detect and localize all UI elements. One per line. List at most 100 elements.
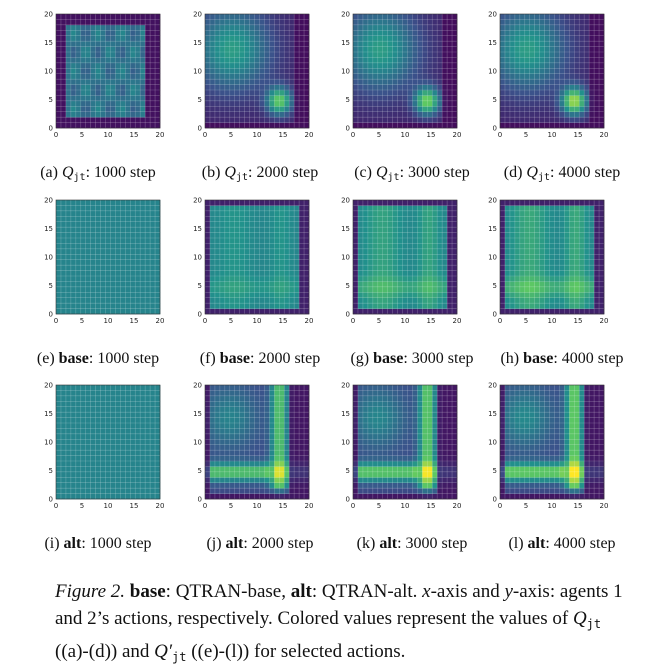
heatmap-cell [569,200,574,206]
y-tick-label: 20 [488,197,497,205]
heatmap-cell [407,123,412,129]
heatmap-cell [56,477,61,483]
step-count: 4000 step [562,350,624,367]
heatmap-cell [145,303,150,309]
heatmap-cell [304,456,309,462]
heatmap-cell [378,85,383,91]
y-tick-label: 0 [198,125,202,133]
heatmap-cell [545,52,550,58]
heatmap-cell [353,292,358,298]
heatmap-cell [550,106,555,112]
heatmap-cell [535,287,540,293]
heatmap-cell [205,254,210,260]
heatmap-cell [66,385,71,391]
heatmap-cell [150,216,155,222]
heatmap-cell [284,276,289,282]
heatmap-cell [289,123,294,129]
heatmap-cell [259,63,264,69]
heatmap-cell [530,233,535,239]
heatmap-cell [304,260,309,266]
heatmap-cell [383,243,388,249]
heatmap-cell [250,265,255,271]
heatmap-cell [574,30,579,36]
heatmap-cell [540,233,545,239]
heatmap-cell [393,101,398,107]
heatmap-cell [230,390,235,396]
heatmap-cell [412,260,417,266]
heatmap-cell [245,52,250,58]
heatmap-cell [259,445,264,451]
heatmap-cell [505,249,510,255]
heatmap-cell [545,101,550,107]
caption-separator: : [243,535,247,552]
heatmap-cell [245,401,250,407]
heatmap-cell [574,25,579,31]
subfigure-label: (a) [40,164,58,181]
heatmap-cell [259,423,264,429]
heatmap-cell [140,385,145,391]
heatmap-cell [500,52,505,58]
heatmap-cell [56,466,61,472]
heatmap-cell [422,79,427,85]
heatmap-cell [279,112,284,118]
heatmap-cell [388,287,393,293]
heatmap-cell [299,249,304,255]
heatmap-cell [155,52,160,58]
heatmap-cell [106,292,111,298]
heatmap-cell [225,90,230,96]
heatmap-cell [130,254,135,260]
heatmap-cell [554,249,559,255]
heatmap-cell [269,423,274,429]
heatmap-cell [373,200,378,206]
heatmap-cell [150,85,155,91]
step-count: 2000 step [256,164,318,181]
heatmap-cell [368,254,373,260]
heatmap-cell [250,271,255,277]
heatmap-cell [56,456,61,462]
heatmap-cell [155,265,160,271]
heatmap-cell [135,276,140,282]
heatmap-cell [220,57,225,63]
heatmap-cell [145,292,150,298]
heatmap-cell [106,260,111,266]
heatmap-cell [599,287,604,293]
heatmap-cell [101,477,106,483]
heatmap-cell [86,243,91,249]
heatmap-cell [245,287,250,293]
heatmap-cell [358,106,363,112]
heatmap-cell [427,222,432,228]
heatmap-cell [230,233,235,239]
heatmap-cell [235,401,240,407]
heatmap-cell [378,265,383,271]
heatmap-cell [554,112,559,118]
heatmap-cell [91,477,96,483]
heatmap-cell [220,423,225,429]
heatmap-cell [299,450,304,456]
heatmap-cell [559,249,564,255]
heatmap-cell [140,466,145,472]
heatmap-cell [230,123,235,129]
heatmap-cell [145,233,150,239]
heatmap-cell [76,390,81,396]
heatmap-cell [91,401,96,407]
heatmap-cell [579,74,584,80]
heatmap-cell [388,260,393,266]
heatmap-cell [599,249,604,255]
heatmap-cell [368,79,373,85]
heatmap-cell [220,112,225,118]
heatmap-cell [269,265,274,271]
heatmap-cell [373,117,378,123]
heatmap-cell [269,428,274,434]
heatmap-cell [101,216,106,222]
heatmap-cell [230,445,235,451]
heatmap-cell [594,211,599,217]
heatmap-cell [412,216,417,222]
heatmap-cell [388,52,393,58]
heatmap-cell [353,101,358,107]
heatmap-cell [125,401,130,407]
heatmap-cell [120,85,125,91]
heatmap-cell [56,401,61,407]
heatmap-cell [574,238,579,244]
heatmap-cell [245,85,250,91]
heatmap-cell [579,292,584,298]
